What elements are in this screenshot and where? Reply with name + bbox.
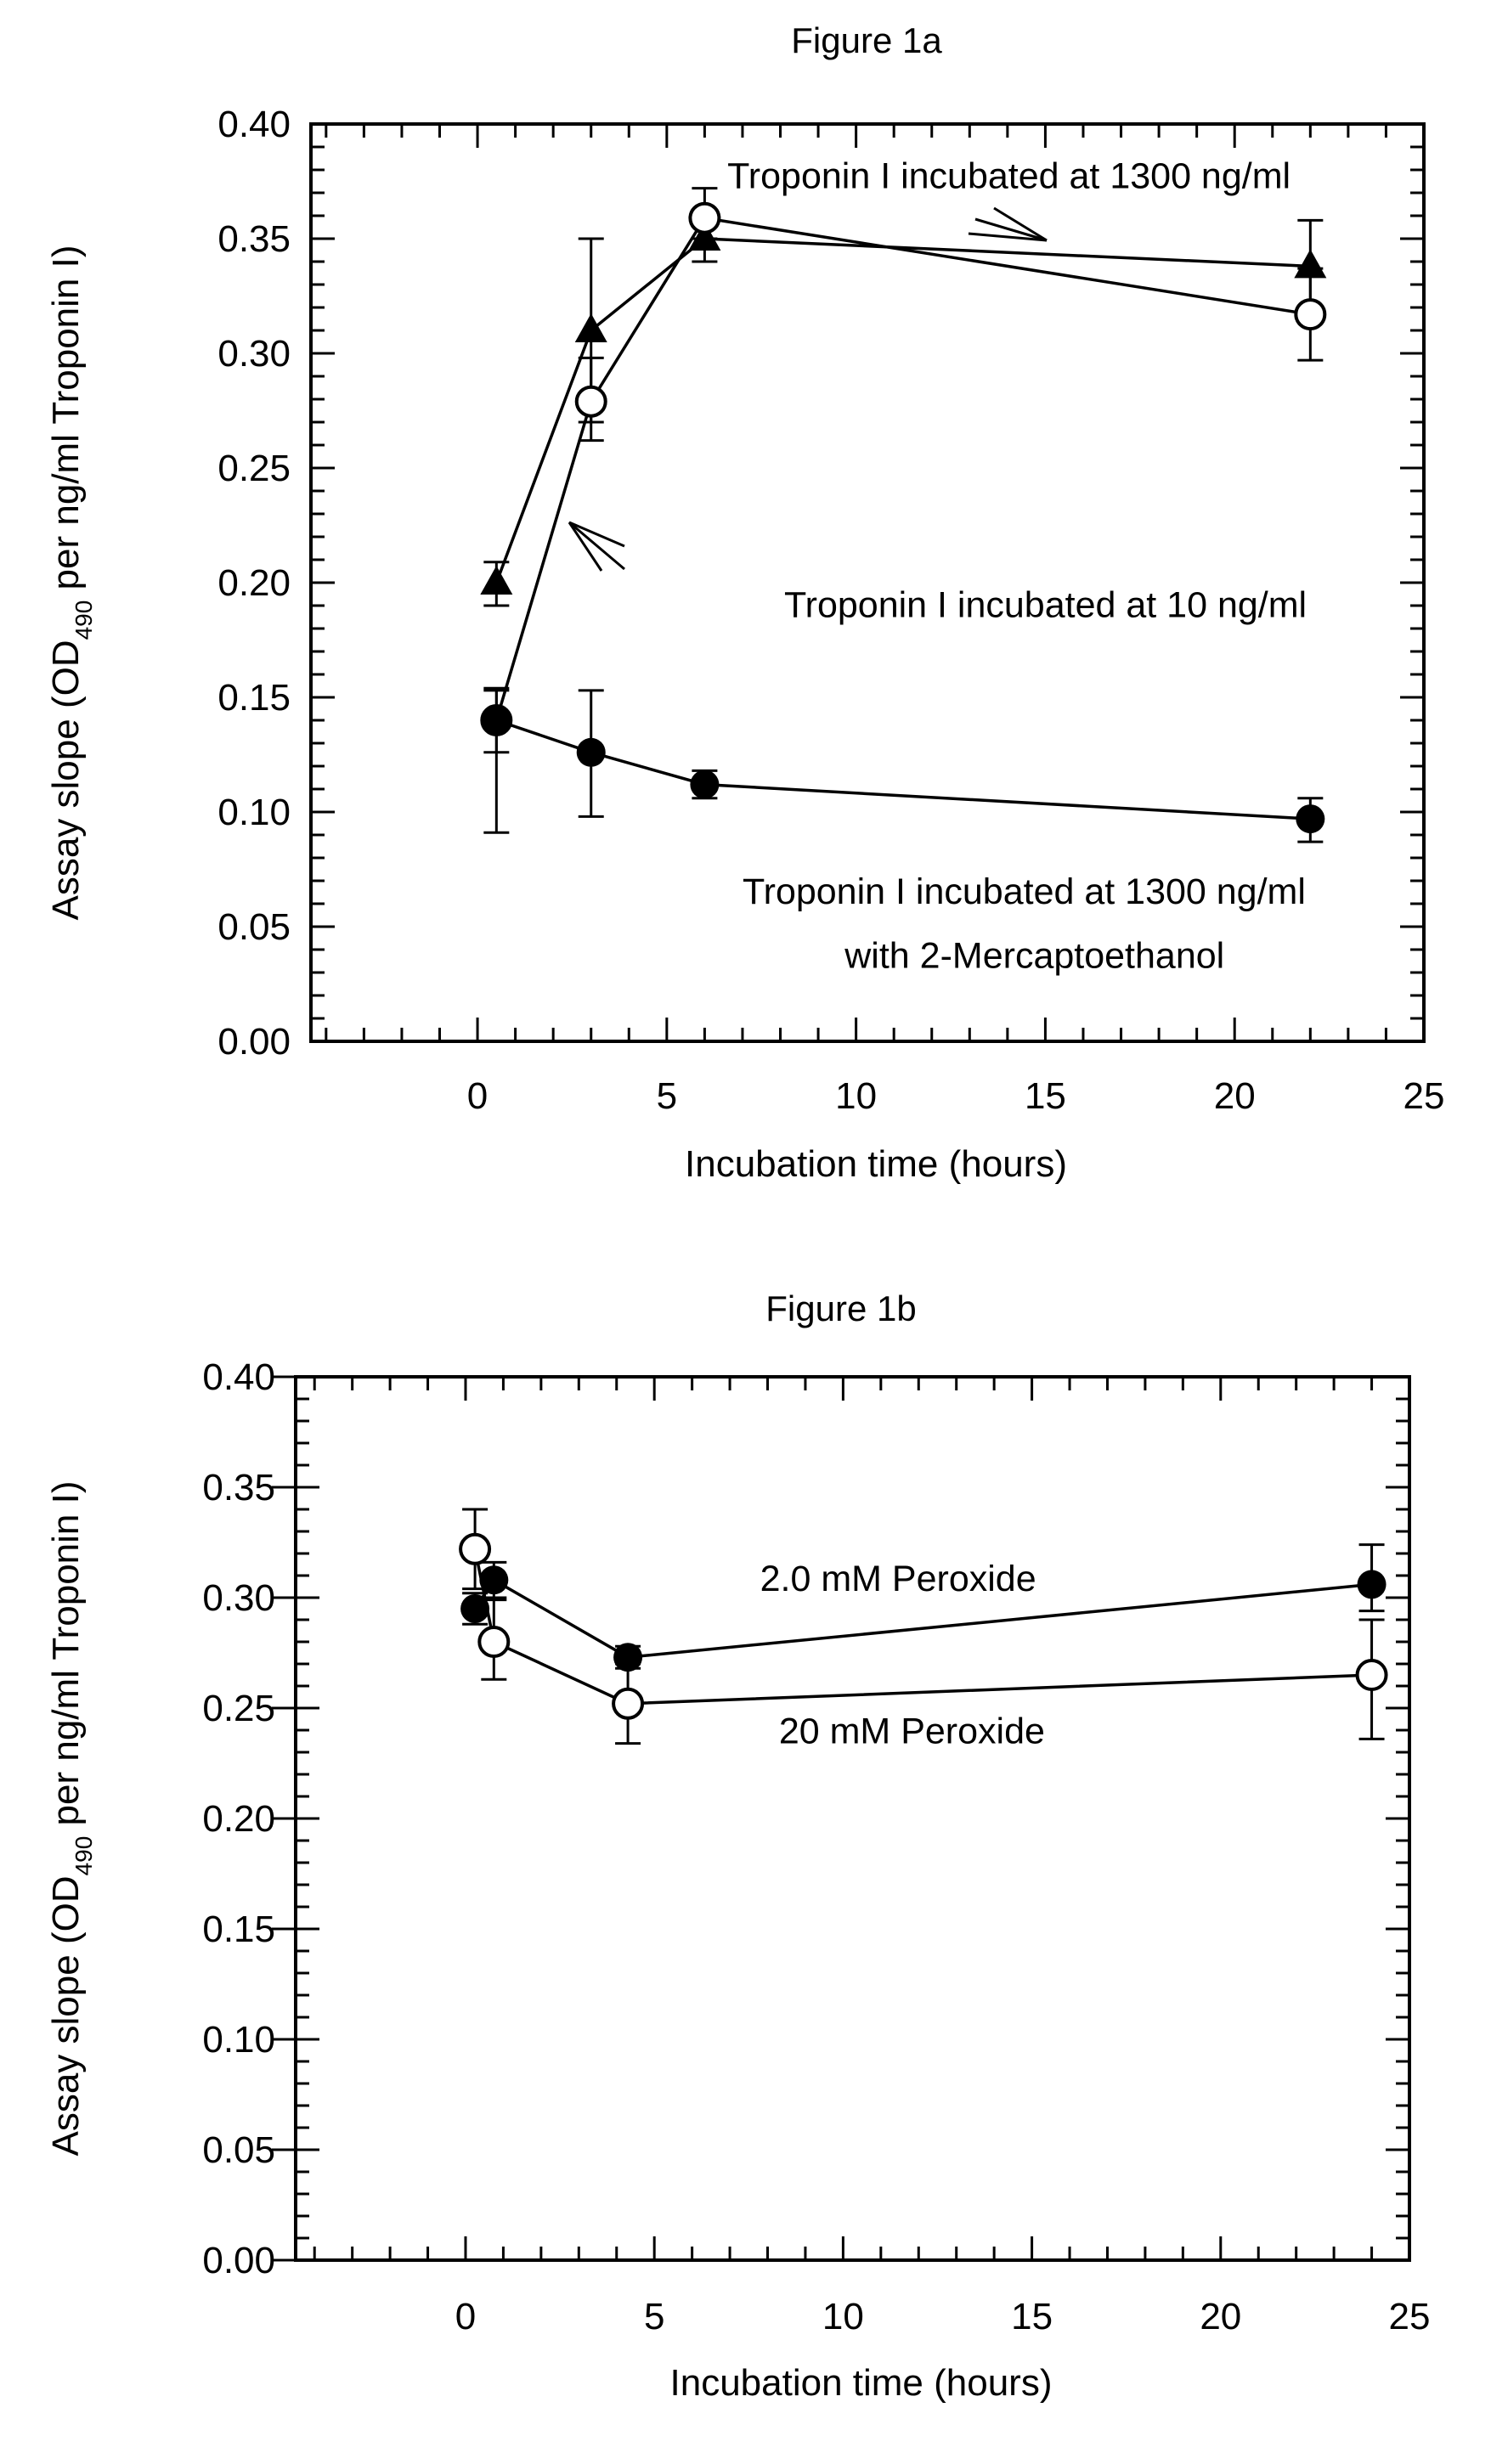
y-tick-label: 0.10 [202,2019,275,2061]
y-tick-label: 0.30 [202,1577,275,1619]
data-point-open-circle [1294,298,1327,331]
arrow-icon [568,521,625,572]
y-tick-label: 0.30 [217,333,291,375]
annotation-label: 20 mM Peroxide [779,1711,1045,1752]
y-tick-label: 0.20 [202,1798,275,1840]
y-tick-label: 0.25 [202,1688,275,1729]
data-point-triangle [1294,249,1327,279]
y-tick-label: 0.35 [217,218,291,260]
annotation-label: Troponin I incubated at 1300 ng/ml [743,871,1306,912]
y-tick-label: 0.40 [217,104,291,145]
x-tick-label: 0 [467,1075,488,1117]
data-point-filled-circle [576,737,606,767]
x-axis-label: Incubation time (hours) [685,1143,1067,1185]
y-tick-label: 0.10 [217,792,291,833]
data-point-filled-circle [460,1594,490,1623]
series-line [495,719,1311,820]
series-circle-open [459,1508,1388,1745]
y-tick-label: 0.35 [202,1467,275,1508]
y-axis-label-subscript: 490 [71,1836,97,1876]
data-point-open-circle [1355,1659,1388,1691]
y-tick-label: 0.40 [202,1356,275,1398]
data-point-filled-circle [1357,1570,1387,1599]
x-tick-label: 5 [644,2296,664,2337]
arrow-head-line [968,232,1048,242]
data-point-open-circle [477,1626,511,1658]
y-tick-label: 0.25 [217,448,291,489]
x-tick-label: 10 [822,2296,864,2337]
y-axis-label-main: Assay slope (OD [45,1875,87,2156]
series-triangle-filled [480,214,1327,607]
data-point-open-circle [574,385,607,418]
chart-figure-1a: Figure 1a 0.00 0.05 0.10 0.15 0.20 0.25 0.30 0.… [45,20,1444,1185]
x-tick-label: 15 [1025,1075,1066,1117]
x-tick-label: 25 [1403,1075,1445,1117]
annotation-label: 2.0 mM Peroxide [760,1559,1036,1599]
annotation-label: with 2-Mercaptoethanol [844,936,1224,977]
arrow-shaft [568,521,625,571]
arrow-icon [968,206,1048,242]
y-tick-label: 0.00 [217,1021,291,1063]
y-tick-label: 0.15 [202,1909,275,1950]
y-tick-label: 0.05 [202,2129,275,2171]
data-point-filled-circle [690,770,720,799]
annotation-label: Troponin I incubated at 1300 ng/ml [727,156,1291,197]
x-tick-label: 5 [657,1075,677,1117]
data-point-open-circle [688,201,721,234]
y-tick-label: 0.15 [217,677,291,719]
data-point-open-circle [459,1532,492,1565]
series-line [494,216,1311,721]
x-tick-label: 20 [1200,2296,1241,2337]
data-point-triangle [574,313,607,342]
chart-title: Figure 1b [765,1288,916,1328]
y-axis-label-rest: per ng/ml Troponin I) [45,1480,87,1835]
data-point-open-circle [612,1687,645,1720]
x-axis-label: Incubation time (hours) [670,2362,1053,2404]
arrow-head-line [568,521,625,548]
arrow-shaft [974,217,1048,242]
series-circle-filled [482,689,1325,843]
series-line [494,237,1311,584]
y-axis-label: Assay slope (OD490 per ng/ml Troponin I) [45,1480,97,2156]
data-point-triangle [480,566,513,595]
series-line [473,1548,1372,1706]
y-axis-label-rest: per ng/ml Troponin I) [45,245,87,600]
data-point-filled-circle [479,1565,509,1595]
y-tick-label: 0.00 [202,2240,275,2281]
chart-title: Figure 1a [791,20,942,60]
series-circle-open [480,187,1327,754]
x-tick-label: 10 [835,1075,877,1117]
y-tick-label: 0.20 [217,562,291,604]
x-tick-label: 0 [455,2296,476,2337]
annotation-label: Troponin I incubated at 10 ng/ml [784,585,1307,626]
data-point-filled-circle [482,706,511,735]
arrow-head-line [993,206,1048,242]
chart-figure-1b: Figure 1b 0.00 0.05 0.10 0.15 0.20 0.25 0.30 0.… [45,1288,1430,2404]
y-axis-label-subscript: 490 [71,600,97,640]
x-tick-label: 20 [1214,1075,1256,1117]
y-axis-label: Assay slope (OD490 per ng/ml Troponin I) [45,245,97,920]
y-axis-label-main: Assay slope (OD [45,640,87,920]
x-tick-label: 15 [1011,2296,1053,2337]
arrow-head-line [568,522,603,572]
x-tick-label: 25 [1389,2296,1431,2337]
y-tick-label: 0.05 [217,906,291,948]
data-point-filled-circle [1296,804,1325,834]
